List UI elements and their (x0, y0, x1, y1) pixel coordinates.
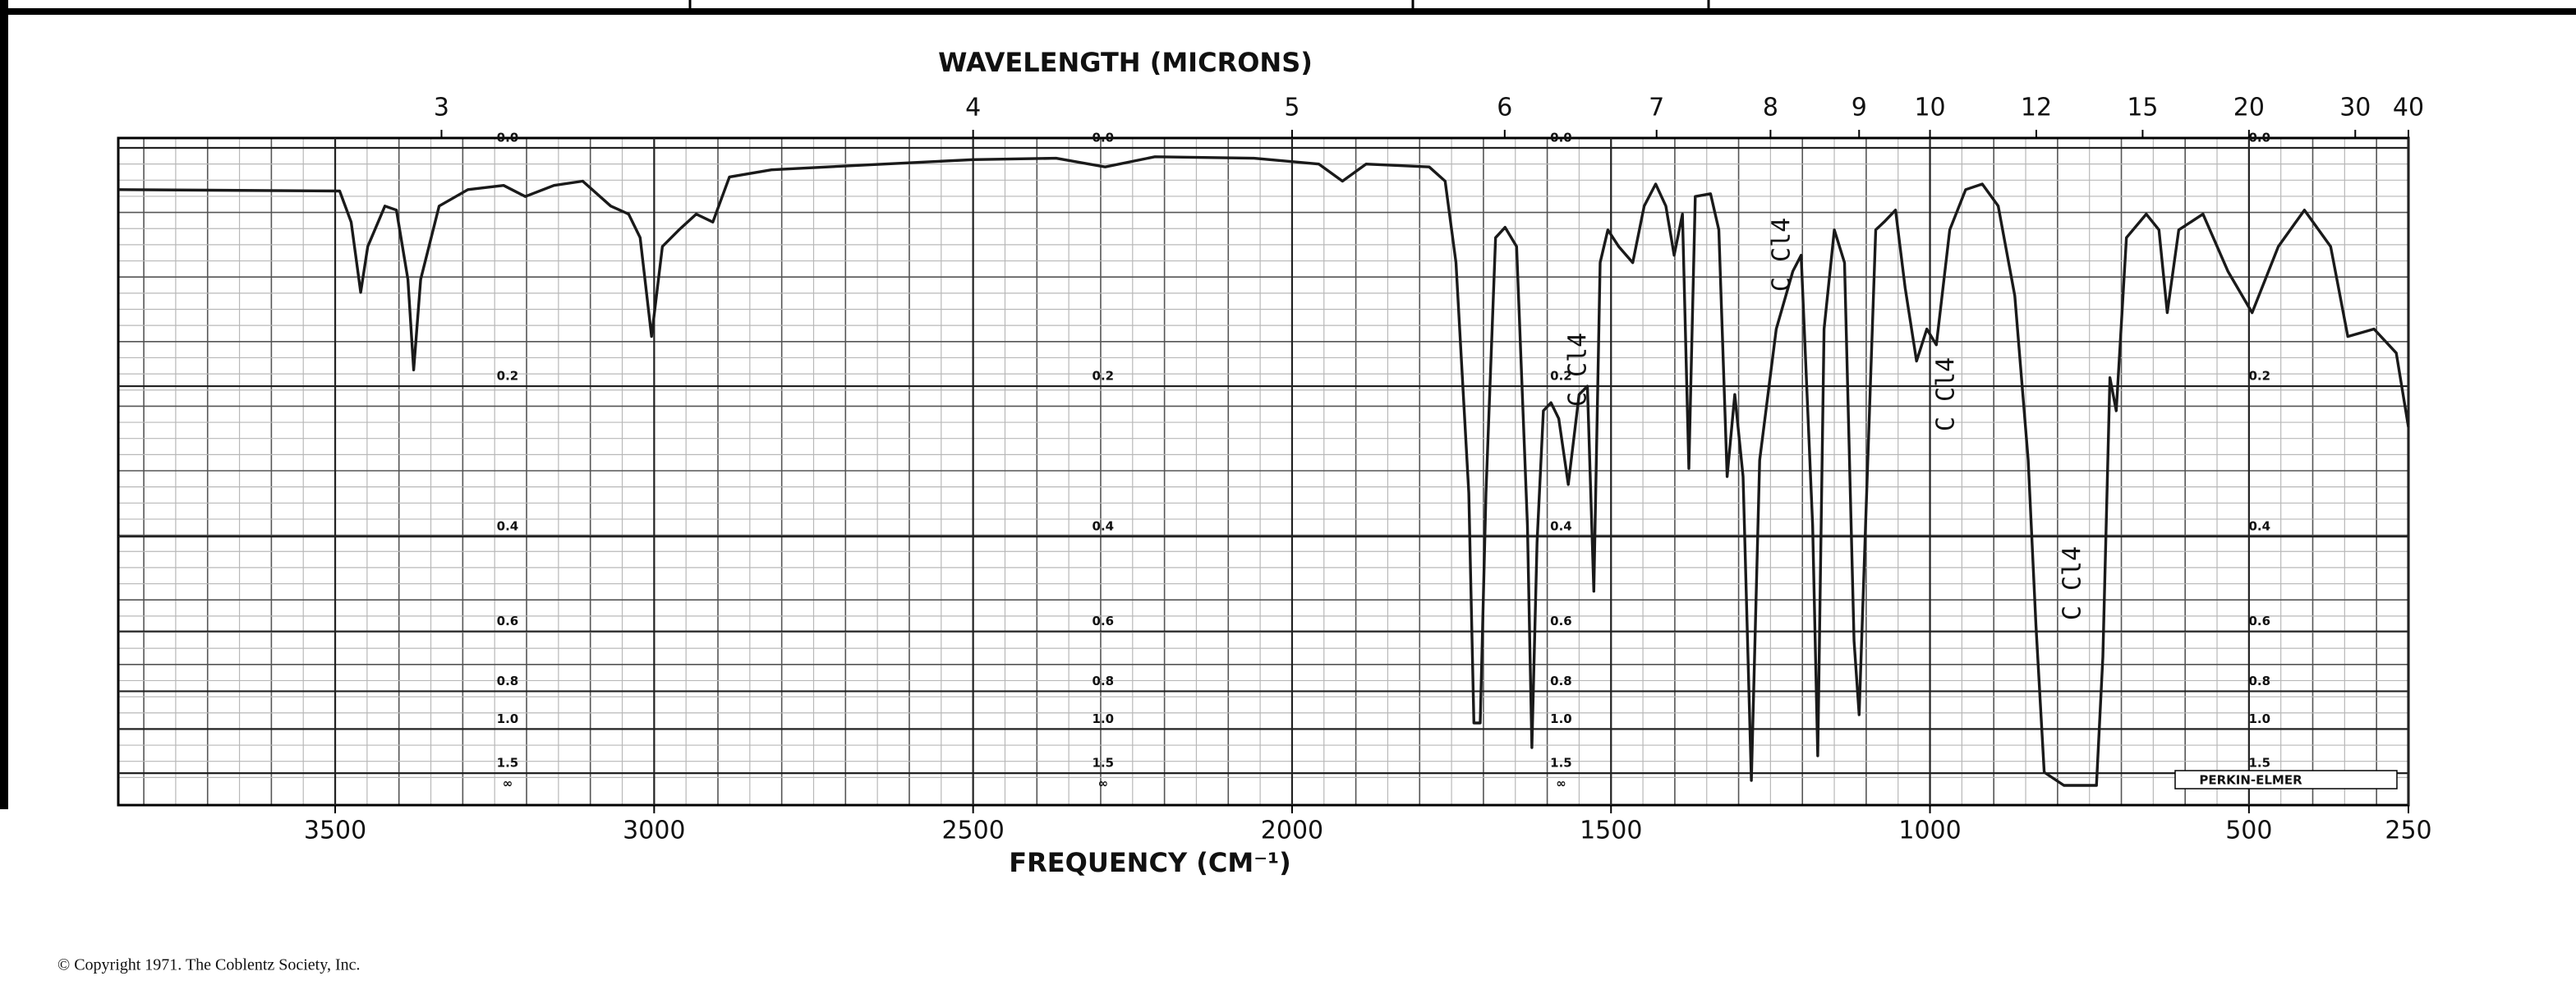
x2-tick-label: 8 (1763, 94, 1778, 122)
y-tick-label: 0.4 (497, 519, 519, 534)
y-tick-label: 0.8 (1092, 674, 1115, 688)
y-tick-label: 0.6 (1092, 614, 1115, 628)
y-tick-label: 1.5 (1092, 756, 1115, 771)
y-tick-label: 0.0 (497, 131, 519, 145)
x2-tick-label: 30 (2339, 94, 2371, 122)
instrument-box (2174, 770, 2398, 790)
y-tick-label: 0.4 (1550, 519, 1572, 534)
x2-tick-label: 10 (1914, 94, 1945, 122)
annotation: C Cl4 (1768, 218, 1796, 292)
x2-tick-label: 3 (434, 94, 449, 122)
y-tick-label: 0.0 (1550, 131, 1572, 145)
copyright: © Copyright 1971. The Coblentz Society, … (58, 956, 360, 974)
annotation: C Cl4 (1564, 333, 1593, 407)
y-tick-label: 0.6 (1550, 614, 1572, 628)
annotation: C Cl4 (1932, 357, 1961, 431)
x2-tick-label: 6 (1497, 94, 1512, 122)
y-tick-label: 1.0 (1092, 711, 1115, 726)
y-tick-label: 0.4 (2248, 519, 2270, 534)
y-tick-label: 1.5 (2248, 756, 2270, 771)
x-tick-label: 2500 (941, 817, 1004, 845)
y-tick-label: 1.5 (497, 756, 519, 771)
x-tick-label: 1000 (1898, 817, 1961, 845)
annotation: C Cl4 (2058, 546, 2087, 620)
y-tick-label: 1.0 (2248, 711, 2270, 726)
y-tick-label: 0.2 (1550, 369, 1572, 384)
y-tick-label: 0.0 (2248, 131, 2270, 145)
x-tick-label: 1500 (1580, 817, 1642, 845)
y-tick-label: 0.2 (2248, 369, 2270, 384)
x2-tick-label: 15 (2127, 94, 2158, 122)
y-tick-label: 1.5 (1550, 756, 1572, 771)
y-tick-label: 0.6 (2248, 614, 2270, 628)
x2-tick-label: 7 (1649, 94, 1664, 122)
x2-tick-label: 4 (965, 94, 981, 122)
y-tick-label: 1.0 (497, 711, 519, 726)
y-tick-label: ∞ (503, 776, 513, 791)
x2-tick-label: 9 (1852, 94, 1867, 122)
y-tick-label: 0.4 (1092, 519, 1115, 534)
x2-tick-label: 5 (1284, 94, 1300, 122)
x2-tick-label: 20 (2233, 94, 2265, 122)
x-tick-label: 500 (2225, 817, 2272, 845)
left-border (0, 0, 8, 809)
chart-title: WAVELENGTH (MICRONS) (938, 47, 1313, 78)
x-tick-label: 250 (2385, 817, 2431, 845)
x-axis-label: FREQUENCY (CM⁻¹) (1009, 847, 1290, 878)
spectrum-line (117, 155, 2410, 787)
x2-tick-label: 40 (2393, 94, 2424, 122)
x2-tick-label: 12 (2021, 94, 2052, 122)
x-tick-label: 3000 (623, 817, 685, 845)
y-tick-label: 0.2 (497, 369, 519, 384)
x-tick-label: 3500 (304, 817, 366, 845)
y-tick-label: 0.8 (1550, 674, 1572, 688)
y-tick-label: 0.0 (1092, 131, 1115, 145)
y-tick-label: ∞ (1556, 776, 1566, 791)
y-tick-label: 0.2 (1092, 369, 1115, 384)
y-tick-label: 1.0 (1550, 711, 1572, 726)
x-tick-label: 2000 (1261, 817, 1323, 845)
header-rule (0, 8, 2576, 15)
y-tick-label: ∞ (1098, 776, 1109, 791)
y-tick-label: 0.8 (2248, 674, 2270, 688)
instrument-label: PERKIN-ELMER (2199, 773, 2302, 788)
y-tick-label: 0.8 (497, 674, 519, 688)
y-tick-label: 0.6 (497, 614, 519, 628)
